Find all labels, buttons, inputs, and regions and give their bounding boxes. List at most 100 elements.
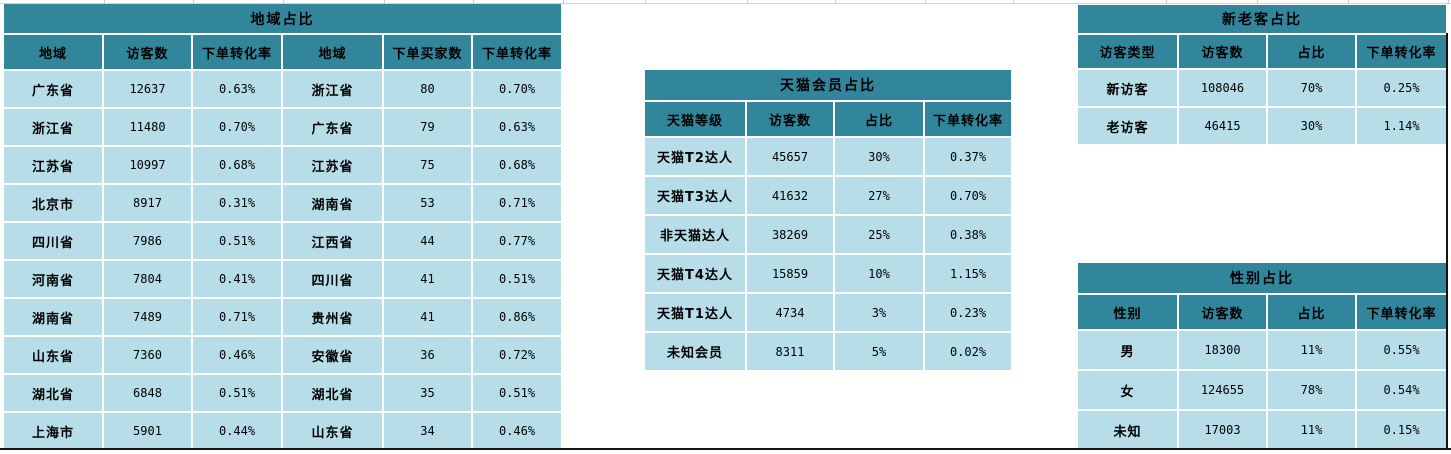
tmall-data-cell[interactable]: 天猫T1达人 [645,294,745,331]
visitor_type-header-cell[interactable]: 下单转化率 [1357,35,1446,68]
region-data-cell[interactable]: 贵州省 [283,299,382,335]
region-data-cell[interactable]: 江苏省 [4,147,102,183]
tmall-header-cell[interactable]: 占比 [835,102,923,136]
region-data-cell[interactable]: 7804 [104,261,191,297]
region-header-cell[interactable]: 访客数 [104,35,191,69]
region-data-cell[interactable]: 10997 [104,147,191,183]
gender-data-cell[interactable]: 124655 [1179,371,1266,409]
region-data-cell[interactable]: 0.72% [473,337,561,373]
tmall-data-cell[interactable]: 4734 [747,294,833,331]
tmall-data-cell[interactable]: 1.15% [925,255,1011,292]
tmall-data-cell[interactable]: 15859 [747,255,833,292]
tmall-data-cell[interactable]: 天猫T4达人 [645,255,745,292]
tmall-data-cell[interactable]: 5% [835,333,923,370]
visitor_type-data-cell[interactable]: 70% [1268,70,1355,106]
region-data-cell[interactable]: 5901 [104,413,191,449]
region-data-cell[interactable]: 0.46% [193,337,281,373]
gender-header-cell[interactable]: 占比 [1268,295,1355,329]
region-data-cell[interactable]: 7360 [104,337,191,373]
gender-data-cell[interactable]: 78% [1268,371,1355,409]
region-data-cell[interactable]: 44 [384,223,471,259]
region-header-cell[interactable]: 下单买家数 [384,35,471,69]
gender-title-cell[interactable]: 性别占比 [1078,263,1446,293]
region-header-cell[interactable]: 下单转化率 [473,35,561,69]
region-data-cell[interactable]: 四川省 [283,261,382,297]
tmall-data-cell[interactable]: 10% [835,255,923,292]
tmall-data-cell[interactable]: 38269 [747,216,833,253]
region-data-cell[interactable]: 广东省 [4,71,102,107]
region-header-cell[interactable]: 下单转化率 [193,35,281,69]
tmall-data-cell[interactable]: 非天猫达人 [645,216,745,253]
region-header-cell[interactable]: 地域 [4,35,102,69]
region-data-cell[interactable]: 上海市 [4,413,102,449]
region-data-cell[interactable]: 四川省 [4,223,102,259]
region-data-cell[interactable]: 0.51% [473,261,561,297]
region-data-cell[interactable]: 0.68% [193,147,281,183]
gender-data-cell[interactable]: 17003 [1179,411,1266,449]
gender-data-cell[interactable]: 0.15% [1357,411,1446,449]
region-data-cell[interactable]: 0.71% [193,299,281,335]
gender-header-cell[interactable]: 性别 [1078,295,1177,329]
visitor_type-data-cell[interactable]: 108046 [1179,70,1266,106]
gender-data-cell[interactable]: 男 [1078,331,1177,369]
visitor_type-data-cell[interactable]: 新访客 [1078,70,1177,106]
gender-data-cell[interactable]: 0.54% [1357,371,1446,409]
region-data-cell[interactable]: 7489 [104,299,191,335]
tmall-data-cell[interactable]: 45657 [747,138,833,175]
region-header-cell[interactable]: 地域 [283,35,382,69]
region-data-cell[interactable]: 河南省 [4,261,102,297]
tmall-data-cell[interactable]: 0.38% [925,216,1011,253]
region-data-cell[interactable]: 安徽省 [283,337,382,373]
region-data-cell[interactable]: 山东省 [283,413,382,449]
region-data-cell[interactable]: 山东省 [4,337,102,373]
region-data-cell[interactable]: 浙江省 [4,109,102,145]
region-data-cell[interactable]: 80 [384,71,471,107]
tmall-data-cell[interactable]: 0.02% [925,333,1011,370]
region-data-cell[interactable]: 53 [384,185,471,221]
tmall-data-cell[interactable]: 30% [835,138,923,175]
tmall-data-cell[interactable]: 0.23% [925,294,1011,331]
region-data-cell[interactable]: 湖北省 [4,375,102,411]
gender-header-cell[interactable]: 下单转化率 [1357,295,1446,329]
region-data-cell[interactable]: 35 [384,375,471,411]
tmall-data-cell[interactable]: 0.37% [925,138,1011,175]
visitor_type-data-cell[interactable]: 0.25% [1357,70,1446,106]
gender-data-cell[interactable]: 未知 [1078,411,1177,449]
tmall-data-cell[interactable]: 天猫T2达人 [645,138,745,175]
region-data-cell[interactable]: 0.68% [473,147,561,183]
region-data-cell[interactable]: 江西省 [283,223,382,259]
region-data-cell[interactable]: 北京市 [4,185,102,221]
gender-header-cell[interactable]: 访客数 [1179,295,1266,329]
region-data-cell[interactable]: 0.71% [473,185,561,221]
tmall-header-cell[interactable]: 下单转化率 [925,102,1011,136]
visitor_type-header-cell[interactable]: 访客数 [1179,35,1266,68]
region-data-cell[interactable]: 0.51% [473,375,561,411]
tmall-title-cell[interactable]: 天猫会员占比 [645,70,1011,100]
region-data-cell[interactable]: 0.51% [193,375,281,411]
region-data-cell[interactable]: 0.63% [473,109,561,145]
tmall-data-cell[interactable]: 未知会员 [645,333,745,370]
gender-data-cell[interactable]: 0.55% [1357,331,1446,369]
gender-data-cell[interactable]: 女 [1078,371,1177,409]
region-data-cell[interactable]: 8917 [104,185,191,221]
region-data-cell[interactable]: 广东省 [283,109,382,145]
region-data-cell[interactable]: 11480 [104,109,191,145]
region-data-cell[interactable]: 12637 [104,71,191,107]
region-data-cell[interactable]: 6848 [104,375,191,411]
gender-data-cell[interactable]: 18300 [1179,331,1266,369]
region-data-cell[interactable]: 0.41% [193,261,281,297]
region-data-cell[interactable]: 0.86% [473,299,561,335]
visitor_type-data-cell[interactable]: 老访客 [1078,108,1177,144]
region-data-cell[interactable]: 7986 [104,223,191,259]
region-data-cell[interactable]: 41 [384,261,471,297]
visitor_type-data-cell[interactable]: 30% [1268,108,1355,144]
region-data-cell[interactable]: 41 [384,299,471,335]
region-data-cell[interactable]: 湖北省 [283,375,382,411]
visitor_type-data-cell[interactable]: 1.14% [1357,108,1446,144]
region-data-cell[interactable]: 79 [384,109,471,145]
tmall-data-cell[interactable]: 27% [835,177,923,214]
region-data-cell[interactable]: 34 [384,413,471,449]
region-data-cell[interactable]: 湖南省 [283,185,382,221]
tmall-data-cell[interactable]: 3% [835,294,923,331]
visitor_type-header-cell[interactable]: 占比 [1268,35,1355,68]
